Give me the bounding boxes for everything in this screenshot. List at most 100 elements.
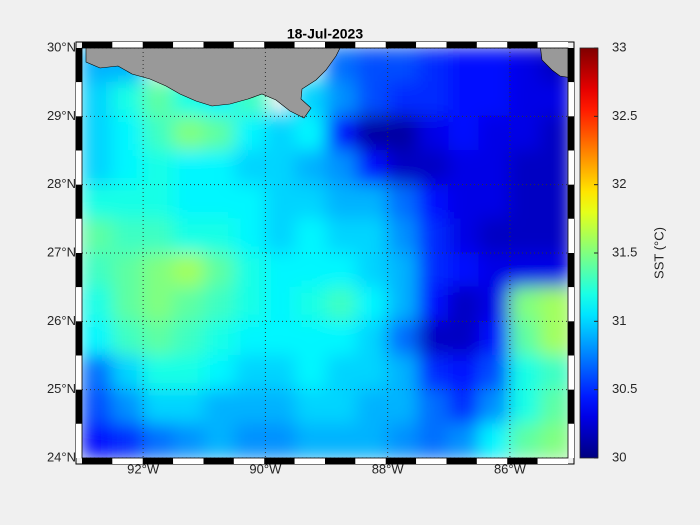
colorbar-tick-label: 32 [612,176,626,191]
sst-cell [264,252,297,288]
frame-stripe [76,48,82,83]
frame-stripe [173,42,204,48]
sst-cell [173,115,205,151]
sst-cell [264,320,297,356]
sst-cell [509,355,541,391]
sst-cell [478,218,511,254]
sst-cell [356,389,389,425]
colorbar-tick-label: 31 [612,313,626,328]
sst-cell [142,115,175,151]
sst-cell [142,286,175,322]
sst-cell [509,286,541,322]
colorbar: 30 30.5 31 31.5 32 32.5 33 SST (°C) [579,39,666,464]
sst-cell [173,218,205,254]
sst-cell [417,389,450,425]
sst-cell [478,252,511,288]
sst-cell [82,81,114,117]
frame-stripe [142,42,174,48]
sst-cell [142,423,175,458]
colorbar-tick-label: 33 [612,39,626,54]
sst-cell [417,218,450,254]
sst-cell [234,389,266,425]
sst-cell [295,184,328,220]
sst-cell [417,252,450,288]
frame-stripe [112,42,143,48]
sst-cell [448,320,480,356]
sst-cell [112,218,144,254]
sst-cell [112,150,144,186]
sst-cell [203,150,236,186]
sst-cell [448,286,480,322]
sst-cell [264,184,297,220]
sst-cell [173,355,205,391]
frame-stripe [568,423,574,458]
sst-cell [509,184,541,220]
sst-cell [203,115,236,151]
sst-cell [295,286,328,322]
sst-cell [448,355,480,391]
sst-cell [539,81,568,117]
sst-cell [478,355,511,391]
x-tick-label: 90°W [249,461,282,476]
sst-cell [173,252,205,288]
sst-cell [142,355,175,391]
map-title: 18-Jul-2023 [287,26,363,42]
sst-cell [234,423,266,458]
frame-stripe [233,458,265,464]
sst-cell [234,115,266,151]
sst-cell [82,150,114,186]
sst-cells [82,48,568,458]
sst-cell [387,81,419,117]
sst-cell [264,355,297,391]
sst-cell [356,252,389,288]
sst-cell [417,150,450,186]
sst-cell [509,389,541,425]
frame-stripe [233,42,265,48]
sst-cell [295,218,328,254]
frame-stripe [385,458,417,464]
sst-cell [295,252,328,288]
frame-stripe [76,321,82,356]
sst-cell [356,115,389,151]
frame-stripe [507,458,538,464]
sst-cell [234,320,266,356]
sst-cell [387,48,419,83]
sst-cell [356,423,389,458]
sst-cell [539,389,568,425]
y-tick-label: 28°N [47,176,76,191]
frame-stripe [568,287,574,322]
sst-cell [356,286,389,322]
sst-cell [448,218,480,254]
frame-stripe [537,42,568,48]
sst-cell [112,286,144,322]
frame-stripe [294,42,325,48]
frame-stripe [82,42,113,48]
sst-cell [295,320,328,356]
frame-stripe [142,458,174,464]
sst-cell [478,423,511,458]
sst-cell [356,355,389,391]
frame-stripe [173,458,204,464]
sst-cell [417,286,450,322]
sst-cell [417,423,450,458]
sst-cell [234,286,266,322]
sst-cell [326,150,358,186]
sst-cell [173,286,205,322]
sst-cell [448,184,480,220]
sst-cell [539,115,568,151]
sst-cell [326,184,358,220]
sst-cell [509,150,541,186]
sst-cell [448,81,480,117]
sst-cell [234,252,266,288]
y-tick-label: 29°N [47,108,76,123]
frame-stripe [385,42,417,48]
sst-cell [387,389,419,425]
sst-cell [417,320,450,356]
frame-stripe [355,42,386,48]
x-tick-label: 88°W [372,461,405,476]
sst-cell [478,81,511,117]
land-mass [85,48,341,119]
sst-cell [203,252,236,288]
sst-cell [509,423,541,458]
